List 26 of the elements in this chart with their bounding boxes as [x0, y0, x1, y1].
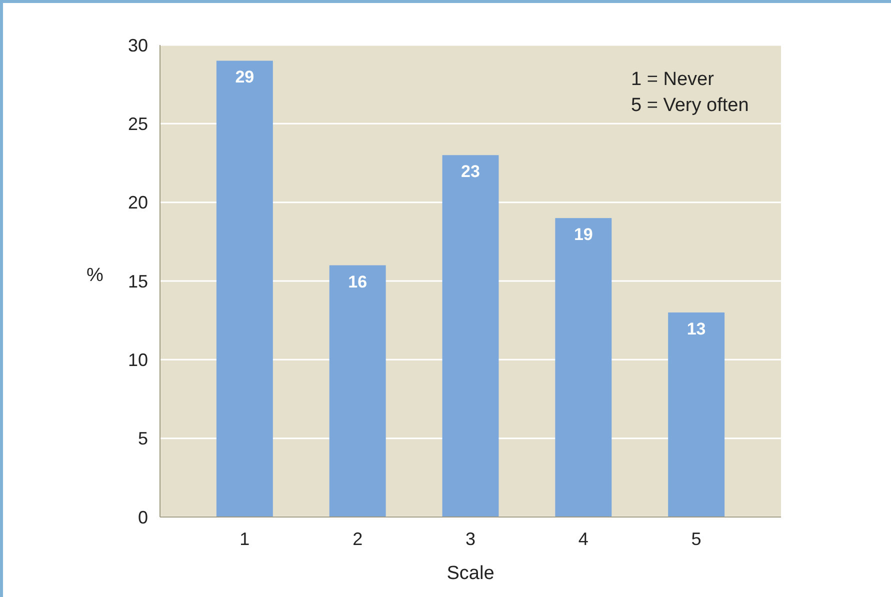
y-tick-label: 15	[128, 271, 148, 292]
y-axis-title: %	[86, 265, 104, 286]
data-label: 29	[235, 68, 254, 87]
x-tick-label: 3	[465, 529, 476, 549]
y-tick-label: 0	[138, 507, 148, 528]
annotation: 5 = Very often	[631, 95, 749, 116]
bar	[329, 265, 386, 517]
y-tick-label: 20	[128, 192, 148, 213]
x-tick-label: 4	[578, 529, 588, 549]
x-tick-label: 5	[691, 529, 702, 549]
data-label: 19	[574, 225, 593, 244]
bar	[442, 155, 499, 517]
data-label: 16	[348, 272, 368, 292]
bar	[668, 312, 725, 517]
y-tick-label: 25	[128, 114, 148, 134]
annotation: 1 = Never	[631, 69, 715, 90]
x-axis-title: Scale	[446, 563, 494, 584]
bar	[216, 60, 273, 517]
bar	[555, 218, 612, 517]
data-label: 23	[461, 162, 480, 182]
y-tick-label: 30	[128, 35, 148, 56]
y-tick-label: 5	[138, 428, 148, 449]
x-tick-label: 1	[240, 529, 250, 549]
y-tick-label: 10	[128, 350, 148, 370]
data-label: 13	[686, 319, 706, 338]
x-tick-label: 2	[352, 529, 363, 549]
